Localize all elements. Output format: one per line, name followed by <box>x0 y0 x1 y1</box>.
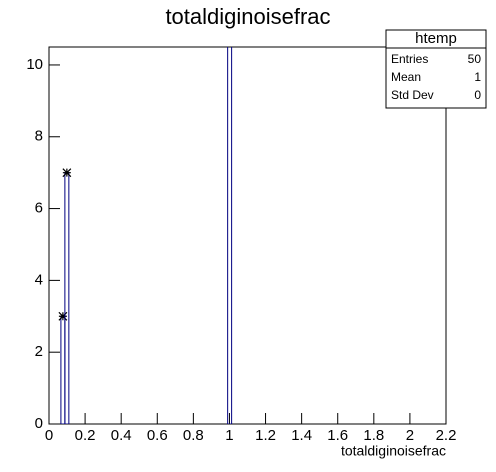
stats-frame <box>385 29 487 109</box>
y-tick-label: 4 <box>35 271 43 288</box>
x-tick-label: 1.4 <box>291 427 312 444</box>
x-tick-label: 1.8 <box>363 427 384 444</box>
x-tick-label: 2.2 <box>436 427 457 444</box>
stats-value: 0 <box>474 88 481 102</box>
marker <box>62 168 72 178</box>
stats-title: htemp <box>415 30 457 47</box>
x-tick-label: 0.6 <box>147 427 168 444</box>
plot-frame <box>48 46 447 425</box>
y-tick-label: 2 <box>35 343 43 360</box>
x-tick-label: 0.8 <box>183 427 204 444</box>
x-tick-label: 2 <box>406 427 414 444</box>
x-axis-label: totaldiginoisefrac <box>341 443 446 459</box>
x-tick-label: 1.2 <box>255 427 276 444</box>
stats-value: 1 <box>474 70 481 84</box>
x-tick-label: 1 <box>225 427 233 444</box>
x-tick-label: 0.2 <box>75 427 96 444</box>
stats-value: 50 <box>468 52 482 66</box>
y-tick-label: 6 <box>35 200 43 217</box>
stats-label: Std Dev <box>391 88 434 102</box>
chart-title: totaldiginoisefrac <box>165 4 330 29</box>
stats-label: Entries <box>391 52 428 66</box>
x-tick-label: 0 <box>45 427 53 444</box>
histogram <box>58 47 233 424</box>
x-tick-label: 0.4 <box>111 427 132 444</box>
marker <box>58 311 68 321</box>
y-tick-label: 10 <box>26 56 43 73</box>
bar <box>227 47 233 424</box>
stats-box: htemp Entries 50 Mean 1 Std Dev 0 <box>385 29 487 109</box>
y-tick-label: 8 <box>35 128 43 145</box>
stats-label: Mean <box>391 70 421 84</box>
x-tick-label: 1.6 <box>327 427 348 444</box>
y-tick-label: 0 <box>35 415 43 432</box>
